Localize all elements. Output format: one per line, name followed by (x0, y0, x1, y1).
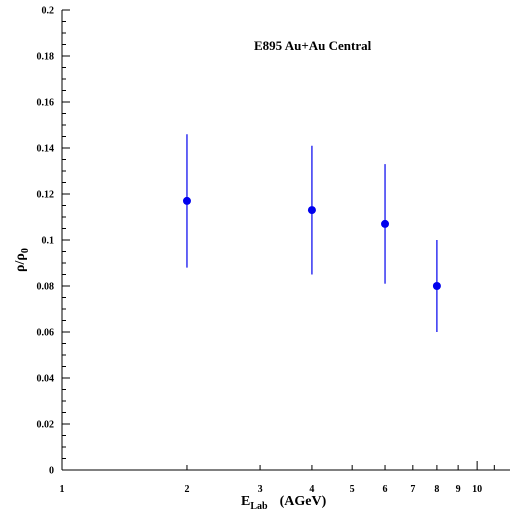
x-tick-label: 2 (184, 484, 189, 495)
y-tick-label: 0.1 (42, 236, 55, 247)
x-tick-label: 9 (456, 484, 461, 495)
x-tick-label: 10 (472, 484, 482, 495)
x-axis: 1 2 3 4 5 6 7 8 9 10 (60, 461, 495, 495)
chart-title: E895 Au+Au Central (254, 38, 372, 53)
data-point (182, 196, 191, 205)
y-tick-label: 0.14 (37, 144, 55, 155)
x-tick-label: 5 (350, 484, 355, 495)
y-tick-label: 0.12 (37, 190, 55, 201)
y-tick-label: 0.2 (42, 6, 55, 17)
x-axis-title-main: E (241, 494, 250, 509)
y-axis-title-main: ρ/ρ (13, 253, 28, 272)
x-axis-title-sub: Lab (250, 501, 268, 512)
y-tick-label: 0.04 (37, 374, 55, 385)
x-axis-title-unit: (AGeV) (280, 494, 327, 509)
x-tick-label: 3 (258, 484, 263, 495)
x-tick-label: 1 (60, 484, 65, 495)
y-axis-title-sub: 0 (20, 248, 31, 253)
data-point (307, 206, 316, 215)
x-tick-label: 6 (383, 484, 388, 495)
x-axis-title: ELab (AGeV) (241, 494, 327, 512)
y-tick-label: 0.16 (37, 98, 55, 109)
y-tick-label: 0.06 (37, 328, 55, 339)
y-axis: 0 0.02 0.04 0.06 0.08 0.1 0.12 0.14 0.16 0.18 0.2 (37, 6, 70, 477)
y-tick-label: 0.18 (37, 52, 55, 63)
plot-frame (61, 10, 510, 471)
x-tick-label: 4 (309, 484, 314, 495)
y-tick-label: 0.02 (37, 420, 55, 431)
data-point (381, 219, 390, 228)
data-point (432, 282, 441, 290)
x-tick-label: 8 (434, 484, 439, 495)
data-series (182, 134, 441, 332)
y-tick-label: 0.08 (37, 282, 55, 293)
y-axis-title: ρ/ρ0 (13, 248, 31, 272)
y-tick-label: 0 (49, 466, 54, 477)
x-tick-label: 7 (410, 484, 415, 495)
